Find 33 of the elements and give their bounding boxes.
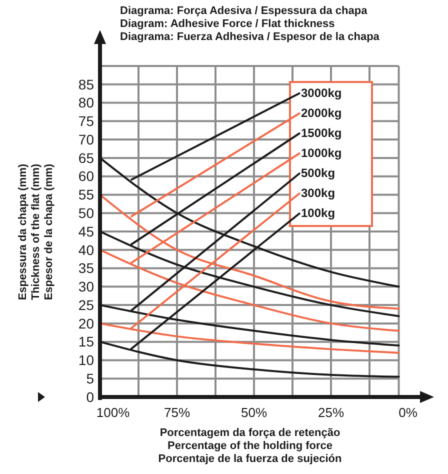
text: 1000kg (301, 146, 342, 160)
x-axis-title: Porcentagem da força de retenção Percentage of the holding force Porcentaje de la fuerza de sujeción (158, 427, 342, 465)
text: 3000kg (301, 86, 342, 100)
y-tick-label: 40 (78, 242, 94, 258)
y-tick-label: 75 (78, 113, 94, 130)
y-tick-label: 10 (78, 352, 94, 368)
text: 1500kg (301, 126, 342, 140)
y-tick-label: 65 (78, 150, 94, 166)
y-tick-label: 80 (78, 94, 94, 111)
y-tick-label: 85 (78, 76, 94, 92)
y-tick-label: 55 (78, 186, 94, 203)
text: 300kg (301, 186, 336, 200)
y-tick-label: 35 (78, 260, 94, 276)
y-tick-label: 0 (86, 388, 94, 405)
y-tick-label: 25 (78, 296, 94, 313)
y-tick-label: 15 (78, 334, 94, 350)
y-tick-label: 30 (78, 278, 94, 295)
chart-title: Diagrama: Força Adesiva / Espessura da chapa Diagram: Adhesive Force / Flat thickness Diagrama: Fuerza Adhesiva / Espesor de la chapa (120, 5, 380, 43)
y-axis-title: Espessura da chapa (mm) Thickness of the flat (mm) Espesor de la chapa (mm) (17, 164, 55, 300)
text: 100kg (301, 206, 336, 220)
x-tick-label: 75% (164, 405, 190, 420)
text: 500kg (301, 166, 336, 180)
x-tick-label: 50% (240, 405, 268, 420)
x-tick-label: 25% (318, 405, 344, 420)
y-tick-label: 5 (86, 370, 94, 387)
y-tick-label: 20 (78, 315, 94, 332)
x-tick-label: 100% (96, 405, 130, 420)
y-tick-label: 50 (78, 205, 94, 222)
text: 2000kg (301, 106, 342, 120)
y-tick-label: 45 (78, 223, 94, 240)
x-tick-label: 0% (398, 405, 418, 420)
y-tick-label: 60 (78, 168, 94, 184)
y-tick-label: 70 (78, 131, 94, 148)
